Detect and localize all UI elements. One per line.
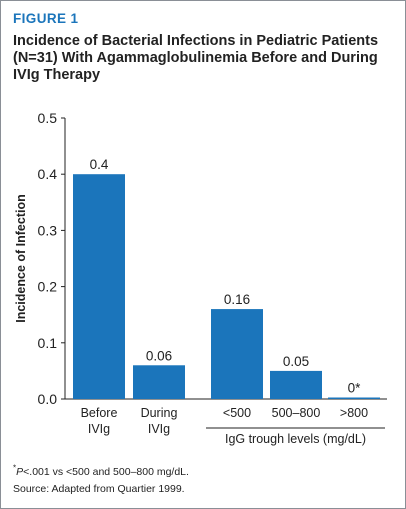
y-tick-label: 0.5 [38, 110, 58, 126]
x-tick-label: IVIg [88, 422, 110, 436]
group-label: IgG trough levels (mg/dL) [225, 432, 366, 446]
x-tick-label: >800 [340, 406, 368, 420]
footnote-mark: * [13, 463, 17, 473]
source-note: Source: Adapted from Quartier 1999. [13, 483, 185, 495]
x-tick-label: <500 [223, 406, 251, 420]
data-label: 0* [348, 381, 362, 396]
y-tick-label: 0.4 [38, 166, 58, 182]
y-tick-label: 0.3 [38, 222, 58, 238]
notes: *P<.001 vs <500 and 500–800 mg/dL. Sourc… [13, 464, 189, 498]
bar [270, 370, 322, 399]
footnote: *P<.001 vs <500 and 500–800 mg/dL. [13, 464, 189, 481]
y-tick-label: 0.1 [38, 335, 58, 351]
data-label: 0.16 [224, 292, 250, 307]
bar [73, 174, 125, 399]
x-tick-label: 500–800 [272, 406, 321, 420]
y-tick-label: 0.2 [38, 279, 58, 295]
bar [133, 365, 185, 399]
footnote-text: <.001 vs <500 and 500–800 mg/dL. [23, 466, 189, 478]
x-tick-label: Before [81, 406, 118, 420]
data-label: 0.06 [146, 348, 172, 363]
data-label: 0.4 [90, 157, 109, 172]
bar-chart: 0.0 0.1 0.2 0.3 0.4 0.5 Incidence of Infection… [14, 110, 387, 446]
y-tick-label: 0.0 [38, 391, 58, 407]
y-axis-label: Incidence of Infection [14, 194, 28, 323]
figure-label: FIGURE 1 [13, 11, 79, 26]
bar [211, 309, 263, 399]
x-tick-label: IVIg [148, 422, 170, 436]
bar [328, 397, 380, 399]
figure-title: Incidence of Bacterial Infections in Ped… [13, 33, 379, 83]
data-label: 0.05 [283, 354, 309, 369]
x-tick-label: During [141, 406, 178, 420]
footnote-p: P [16, 466, 24, 478]
